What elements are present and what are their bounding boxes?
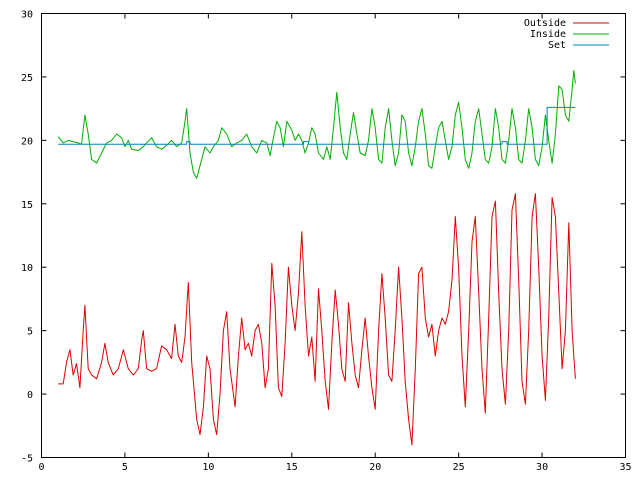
y-tick-label: 20: [21, 136, 33, 147]
plot-lines: [57, 70, 576, 446]
y-tick-label: 25: [21, 73, 33, 84]
legend-label-outside: Outside: [524, 18, 566, 29]
x-tick-label: 20: [369, 462, 381, 473]
x-tick-label: 15: [286, 462, 298, 473]
y-tick-label: 5: [27, 327, 33, 338]
x-tick-label: 35: [619, 462, 631, 473]
series-line-set: [58, 106, 576, 145]
legend-label-inside: Inside: [530, 29, 566, 40]
x-tick-label: 25: [453, 462, 465, 473]
series-line-inside: [57, 70, 576, 179]
legend-label-set: Set: [548, 40, 566, 51]
y-tick-label: -5: [21, 454, 33, 465]
x-tick-label: 30: [536, 462, 548, 473]
x-tick-label: 0: [38, 462, 44, 473]
axes: 0 5 10 15 20 25 30 35 -5 0 5 10 15 20 25 30: [21, 10, 632, 474]
y-tick-label: 30: [21, 10, 33, 21]
y-tick-label: 0: [27, 390, 33, 401]
x-tick-label: 5: [122, 462, 128, 473]
plot-frame: [41, 13, 626, 458]
series-line-outside: [58, 193, 576, 446]
y-tick-label: 10: [21, 263, 33, 274]
x-tick-label: 10: [202, 462, 214, 473]
y-tick-label: 15: [21, 200, 33, 211]
